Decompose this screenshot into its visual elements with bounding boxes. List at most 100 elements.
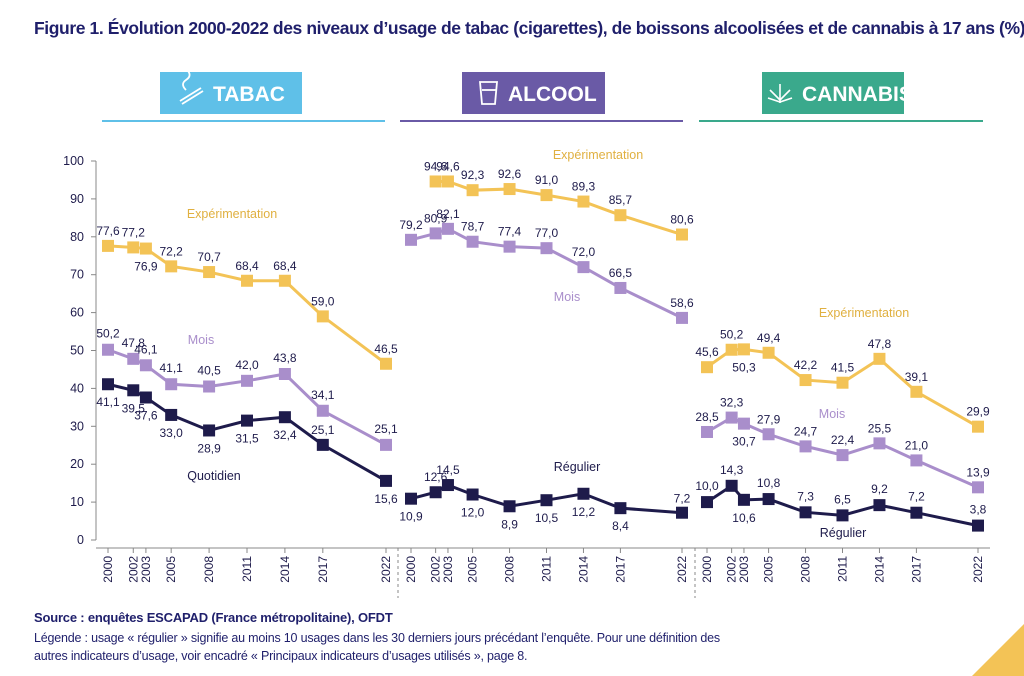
series-label-tabac-experimentation: Expérimentation [187, 207, 277, 221]
data-label: 37,6 [134, 408, 158, 422]
data-label: 10,0 [695, 479, 719, 493]
data-label: 46,5 [374, 342, 398, 356]
x-tick-label: 2011 [540, 556, 554, 582]
data-label: 68,4 [273, 259, 297, 273]
data-label: 94,6 [424, 159, 448, 173]
x-tick-label: 2000 [404, 556, 418, 583]
data-point [165, 260, 178, 273]
panel-header-cannabis: CANNABIS [762, 72, 913, 114]
y-tick-label: 60 [70, 306, 84, 320]
data-point [577, 487, 590, 500]
data-label: 41,1 [96, 395, 120, 409]
data-point [241, 374, 253, 387]
x-tick-label: 2003 [139, 556, 153, 583]
data-label: 45,6 [695, 345, 719, 359]
data-point [241, 414, 253, 427]
cannabis-badge [762, 72, 904, 114]
data-label: 25,1 [374, 422, 398, 436]
data-point [503, 500, 516, 513]
data-label: 94,6 [436, 159, 460, 173]
legend-note-line-1: Légende : usage « régulier » signifie au… [34, 631, 720, 645]
data-label: 30,7 [732, 435, 756, 449]
data-point [799, 374, 812, 387]
data-label: 15,6 [374, 492, 398, 506]
y-tick-label: 90 [70, 192, 84, 206]
data-point [241, 274, 253, 287]
series-label-cannabis-mois: Mois [819, 407, 845, 421]
data-point [466, 488, 479, 501]
data-label: 66,5 [609, 266, 633, 280]
data-point [540, 494, 553, 507]
x-tick-label: 2017 [613, 556, 627, 583]
data-label: 50,2 [96, 327, 120, 341]
legend-note-line-2: autres indicateurs d’usage, voir encadré… [34, 649, 528, 663]
cannabis-label: CANNABIS [802, 83, 913, 106]
data-label: 6,5 [834, 492, 851, 506]
data-label: 80,6 [670, 213, 694, 227]
x-tick-label: 2005 [762, 556, 776, 583]
data-point [577, 261, 590, 274]
x-tick-label: 2002 [725, 556, 739, 583]
data-point [836, 376, 849, 389]
series-label-tabac-quotidien: Quotidien [187, 469, 241, 483]
data-point [102, 343, 114, 356]
data-label: 77,6 [96, 224, 120, 238]
data-point [737, 343, 750, 356]
data-label: 24,7 [794, 424, 818, 438]
data-label: 27,9 [757, 412, 781, 426]
data-point [405, 233, 417, 246]
data-label: 9,2 [871, 482, 888, 496]
data-point [203, 424, 216, 437]
data-label: 42,0 [235, 358, 259, 372]
tabac-badge [160, 72, 302, 114]
data-point [429, 227, 442, 240]
data-label: 25,5 [868, 421, 892, 435]
data-point [910, 385, 923, 398]
data-point [380, 357, 392, 370]
data-point [278, 367, 291, 380]
x-tick-label: 2022 [675, 556, 689, 583]
data-point [762, 428, 775, 441]
data-point [701, 425, 713, 438]
data-label: 50,3 [732, 360, 756, 374]
data-point [676, 228, 688, 241]
data-label: 82,1 [436, 207, 460, 221]
x-tick-label: 2014 [872, 556, 886, 583]
data-label: 33,0 [160, 426, 184, 440]
data-label: 39,5 [122, 401, 146, 415]
data-label: 8,4 [612, 519, 629, 533]
series-label-alcool-mois: Mois [554, 290, 580, 304]
data-label: 70,7 [197, 250, 221, 264]
data-point [737, 417, 750, 430]
x-tick-label: 2008 [799, 556, 813, 583]
data-label: 12,2 [572, 505, 596, 519]
x-tick-label: 2014 [576, 556, 590, 583]
data-point [165, 378, 178, 391]
data-point [910, 506, 923, 519]
data-label: 10,5 [535, 511, 559, 525]
data-point [614, 502, 627, 515]
data-point [725, 479, 738, 492]
x-tick-label: 2017 [909, 556, 923, 583]
alcool-badge [462, 72, 605, 114]
data-point [316, 404, 329, 417]
data-point [540, 242, 553, 255]
data-point [972, 481, 984, 494]
data-point [380, 474, 392, 487]
data-label: 79,2 [399, 218, 423, 232]
data-point [316, 310, 329, 323]
data-point [762, 493, 775, 506]
data-label: 76,9 [134, 260, 158, 274]
data-point [873, 437, 886, 450]
data-label: 49,4 [757, 331, 781, 345]
data-label: 59,0 [311, 294, 335, 308]
data-label: 78,7 [461, 220, 485, 234]
data-point [165, 408, 178, 421]
x-tick-label: 2003 [441, 556, 455, 583]
data-label: 42,2 [794, 358, 818, 372]
x-tick-label: 2011 [836, 556, 850, 582]
x-tick-label: 2022 [971, 556, 985, 583]
data-label: 8,9 [501, 517, 518, 531]
y-tick-label: 50 [70, 344, 84, 358]
